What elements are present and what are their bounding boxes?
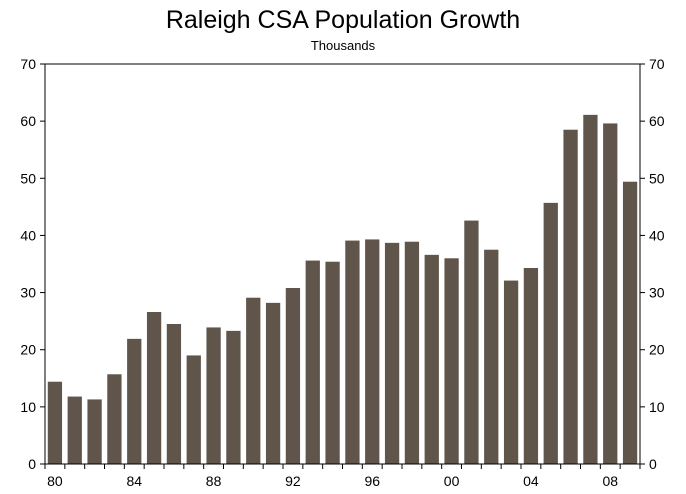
y-tick-label-left-30: 30 xyxy=(20,285,36,301)
bar-1988 xyxy=(206,327,221,464)
x-tick-label-92: 92 xyxy=(285,473,301,489)
bar-2004 xyxy=(523,268,539,464)
y-tick-label-right-20: 20 xyxy=(649,342,665,358)
bar-1980 xyxy=(47,381,63,464)
bar-1999 xyxy=(424,254,439,464)
bar-1996 xyxy=(365,239,380,464)
bar-1985 xyxy=(146,312,162,464)
bar-1990 xyxy=(246,297,261,464)
y-tick-label-right-60: 60 xyxy=(649,113,665,129)
chart-title: Raleigh CSA Population Growth xyxy=(165,6,521,34)
y-tick-label-right-70: 70 xyxy=(649,56,665,72)
y-tick-label-right-50: 50 xyxy=(649,170,665,186)
bar-1998 xyxy=(404,241,420,464)
chart-subtitle: Thousands xyxy=(310,38,376,53)
bar-1984 xyxy=(127,338,142,464)
bar-2003 xyxy=(503,280,519,464)
bar-1981 xyxy=(67,396,82,464)
y-tick-label-left-60: 60 xyxy=(20,113,36,129)
y-tick-label-left-50: 50 xyxy=(20,170,36,186)
bar-2002 xyxy=(484,249,499,464)
bar-1997 xyxy=(384,242,400,464)
y-tick-label-right-40: 40 xyxy=(649,227,665,243)
bar-2000 xyxy=(444,258,459,464)
x-tick-label-08: 08 xyxy=(602,473,618,489)
x-tick-label-04: 04 xyxy=(523,473,539,489)
bar-1983 xyxy=(107,374,122,464)
bar-1989 xyxy=(226,330,241,464)
x-tick-label-96: 96 xyxy=(364,473,380,489)
bar-2001 xyxy=(464,220,479,464)
bar-2006 xyxy=(563,129,578,464)
bar-1995 xyxy=(345,240,360,464)
y-tick-label-left-10: 10 xyxy=(20,399,36,415)
bar-1991 xyxy=(265,302,281,464)
y-tick-label-left-0: 0 xyxy=(28,456,36,472)
bar-2007 xyxy=(583,114,598,464)
bar-1982 xyxy=(87,399,102,464)
x-tick-label-00: 00 xyxy=(444,473,460,489)
x-tick-label-88: 88 xyxy=(206,473,222,489)
bar-1994 xyxy=(325,261,340,464)
y-tick-label-left-20: 20 xyxy=(20,342,36,358)
y-tick-label-right-0: 0 xyxy=(649,456,657,472)
y-tick-label-left-40: 40 xyxy=(20,227,36,243)
bar-2005 xyxy=(543,202,558,464)
x-tick-label-84: 84 xyxy=(126,473,142,489)
x-tick-label-80: 80 xyxy=(47,473,63,489)
y-tick-label-right-30: 30 xyxy=(649,285,665,301)
bar-2009 xyxy=(622,181,638,464)
y-tick-label-right-10: 10 xyxy=(649,399,665,415)
y-tick-label-left-70: 70 xyxy=(20,56,36,72)
bar-2008 xyxy=(603,123,618,464)
bar-1986 xyxy=(166,324,182,464)
bar-1993 xyxy=(305,260,320,464)
bar-1987 xyxy=(186,355,201,464)
bar-1992 xyxy=(285,288,301,464)
